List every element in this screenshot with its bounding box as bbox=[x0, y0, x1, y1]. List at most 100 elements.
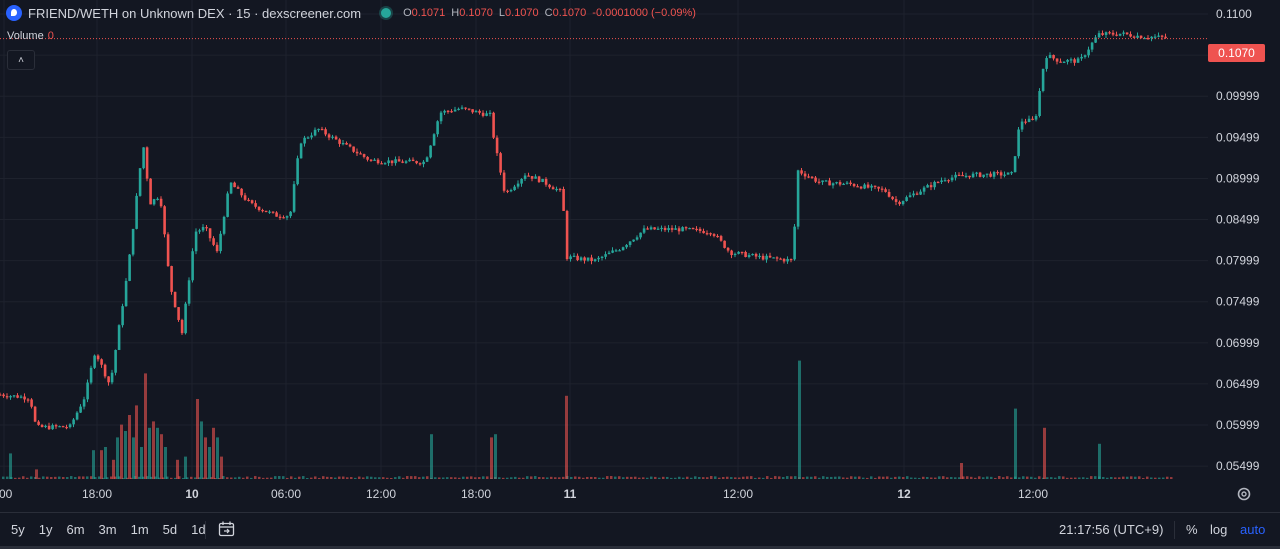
volume-bar bbox=[122, 477, 125, 479]
goto-date-calendar-icon[interactable] bbox=[218, 521, 236, 537]
candle-body bbox=[642, 228, 646, 233]
volume-bar bbox=[314, 476, 317, 479]
candle-body bbox=[523, 175, 527, 179]
volume-bar bbox=[318, 477, 321, 479]
candle-body bbox=[75, 412, 79, 420]
range-5d[interactable]: 5d bbox=[162, 522, 178, 537]
clock-timezone[interactable]: 21:17:56 (UTC+9) bbox=[1059, 522, 1164, 537]
log-scale-toggle[interactable]: log bbox=[1210, 522, 1228, 537]
volume-bar bbox=[382, 477, 385, 479]
volume-bar bbox=[858, 476, 861, 479]
volume-bar bbox=[1043, 427, 1046, 479]
candle-body bbox=[415, 161, 418, 164]
range-1d[interactable]: 1d bbox=[191, 522, 206, 537]
candle-body bbox=[632, 239, 635, 242]
volume-bar bbox=[302, 476, 305, 479]
candle-body bbox=[495, 137, 499, 154]
volume-bar bbox=[734, 477, 737, 479]
candle-body bbox=[96, 355, 100, 360]
candle-body bbox=[1132, 36, 1136, 38]
volume-bar bbox=[866, 477, 869, 479]
candle-body bbox=[828, 180, 831, 186]
volume-bar bbox=[98, 476, 101, 479]
volume-bar bbox=[1058, 476, 1061, 479]
candle-body bbox=[401, 161, 404, 163]
candle-body bbox=[709, 233, 712, 235]
volume-bar bbox=[162, 477, 165, 479]
volume-label: Volume bbox=[7, 30, 44, 42]
price-change: -0.0001000 (−0.09%) bbox=[592, 7, 696, 19]
candle-body bbox=[478, 110, 481, 113]
candle-body bbox=[355, 151, 359, 154]
volume-bar bbox=[486, 476, 489, 479]
candle-body bbox=[765, 255, 768, 260]
volume-bar bbox=[578, 476, 581, 479]
collapse-legend-button[interactable]: ˄ bbox=[7, 50, 35, 70]
auto-scale-toggle[interactable]: auto bbox=[1240, 522, 1266, 537]
volume-bar bbox=[406, 476, 409, 479]
volume-bar bbox=[1054, 477, 1057, 479]
range-5y[interactable]: 5y bbox=[11, 522, 25, 537]
candle-body bbox=[509, 190, 513, 192]
candle-body bbox=[593, 259, 597, 262]
volume-bar bbox=[86, 476, 89, 479]
volume-bar bbox=[216, 437, 219, 479]
range-6m[interactable]: 6m bbox=[66, 522, 85, 537]
candle-body bbox=[219, 233, 222, 252]
candle-body bbox=[54, 425, 58, 427]
percent-scale-toggle[interactable]: % bbox=[1186, 522, 1198, 537]
x-tick-label: 10 bbox=[185, 487, 199, 501]
volume-bar bbox=[966, 476, 969, 479]
volume-bar bbox=[174, 477, 177, 479]
volume-bar bbox=[490, 437, 493, 479]
candle-body bbox=[877, 186, 880, 189]
candle-body bbox=[964, 175, 968, 177]
volume-bar bbox=[62, 477, 65, 479]
candle-body bbox=[1066, 59, 1069, 62]
price-chart[interactable]: 0.11000.10500.099990.094990.089990.08499… bbox=[0, 0, 1280, 512]
candle-body bbox=[926, 185, 929, 188]
volume-bar bbox=[422, 476, 425, 479]
volume-bar bbox=[954, 477, 957, 479]
range-3m[interactable]: 3m bbox=[98, 522, 117, 537]
volume-bar bbox=[1098, 443, 1101, 479]
candle-body bbox=[912, 193, 915, 196]
candle-body bbox=[58, 426, 61, 428]
range-1y[interactable]: 1y bbox=[38, 522, 53, 537]
volume-bar bbox=[54, 476, 57, 479]
volume-bar bbox=[842, 477, 845, 479]
volume-bar bbox=[938, 476, 941, 479]
volume-bar bbox=[1126, 476, 1129, 479]
high-key: H bbox=[451, 7, 460, 19]
volume-bar bbox=[246, 476, 249, 479]
candle-body bbox=[222, 216, 226, 234]
volume-bar bbox=[646, 477, 649, 479]
volume-bar bbox=[204, 437, 207, 479]
candle-body bbox=[243, 195, 247, 200]
volume-bar bbox=[894, 476, 897, 479]
candle-body bbox=[1027, 118, 1031, 123]
volume-bar bbox=[674, 477, 677, 479]
candle-body bbox=[516, 183, 520, 187]
candle-body bbox=[1125, 32, 1129, 35]
x-tick-label: 06:00 bbox=[271, 487, 301, 501]
candle-body bbox=[856, 186, 859, 188]
volume-bar bbox=[414, 476, 417, 479]
volume-bar bbox=[934, 477, 937, 479]
volume-bar bbox=[850, 476, 853, 479]
candle-body bbox=[744, 251, 747, 258]
volume-bar bbox=[870, 476, 873, 479]
close-key: C bbox=[544, 7, 553, 19]
settings-icon[interactable] bbox=[1236, 486, 1252, 502]
candle-body bbox=[716, 235, 719, 238]
candle-body bbox=[891, 196, 894, 200]
candle-body bbox=[667, 228, 670, 231]
volume-bar bbox=[1154, 477, 1157, 479]
volume-bar bbox=[458, 477, 461, 479]
candle-body bbox=[9, 396, 12, 398]
range-1m[interactable]: 1m bbox=[130, 522, 149, 537]
volume-bar bbox=[1018, 477, 1021, 479]
candle-body bbox=[611, 250, 614, 253]
y-tick-label: 0.08999 bbox=[1216, 171, 1260, 185]
volume-bar bbox=[666, 476, 669, 479]
